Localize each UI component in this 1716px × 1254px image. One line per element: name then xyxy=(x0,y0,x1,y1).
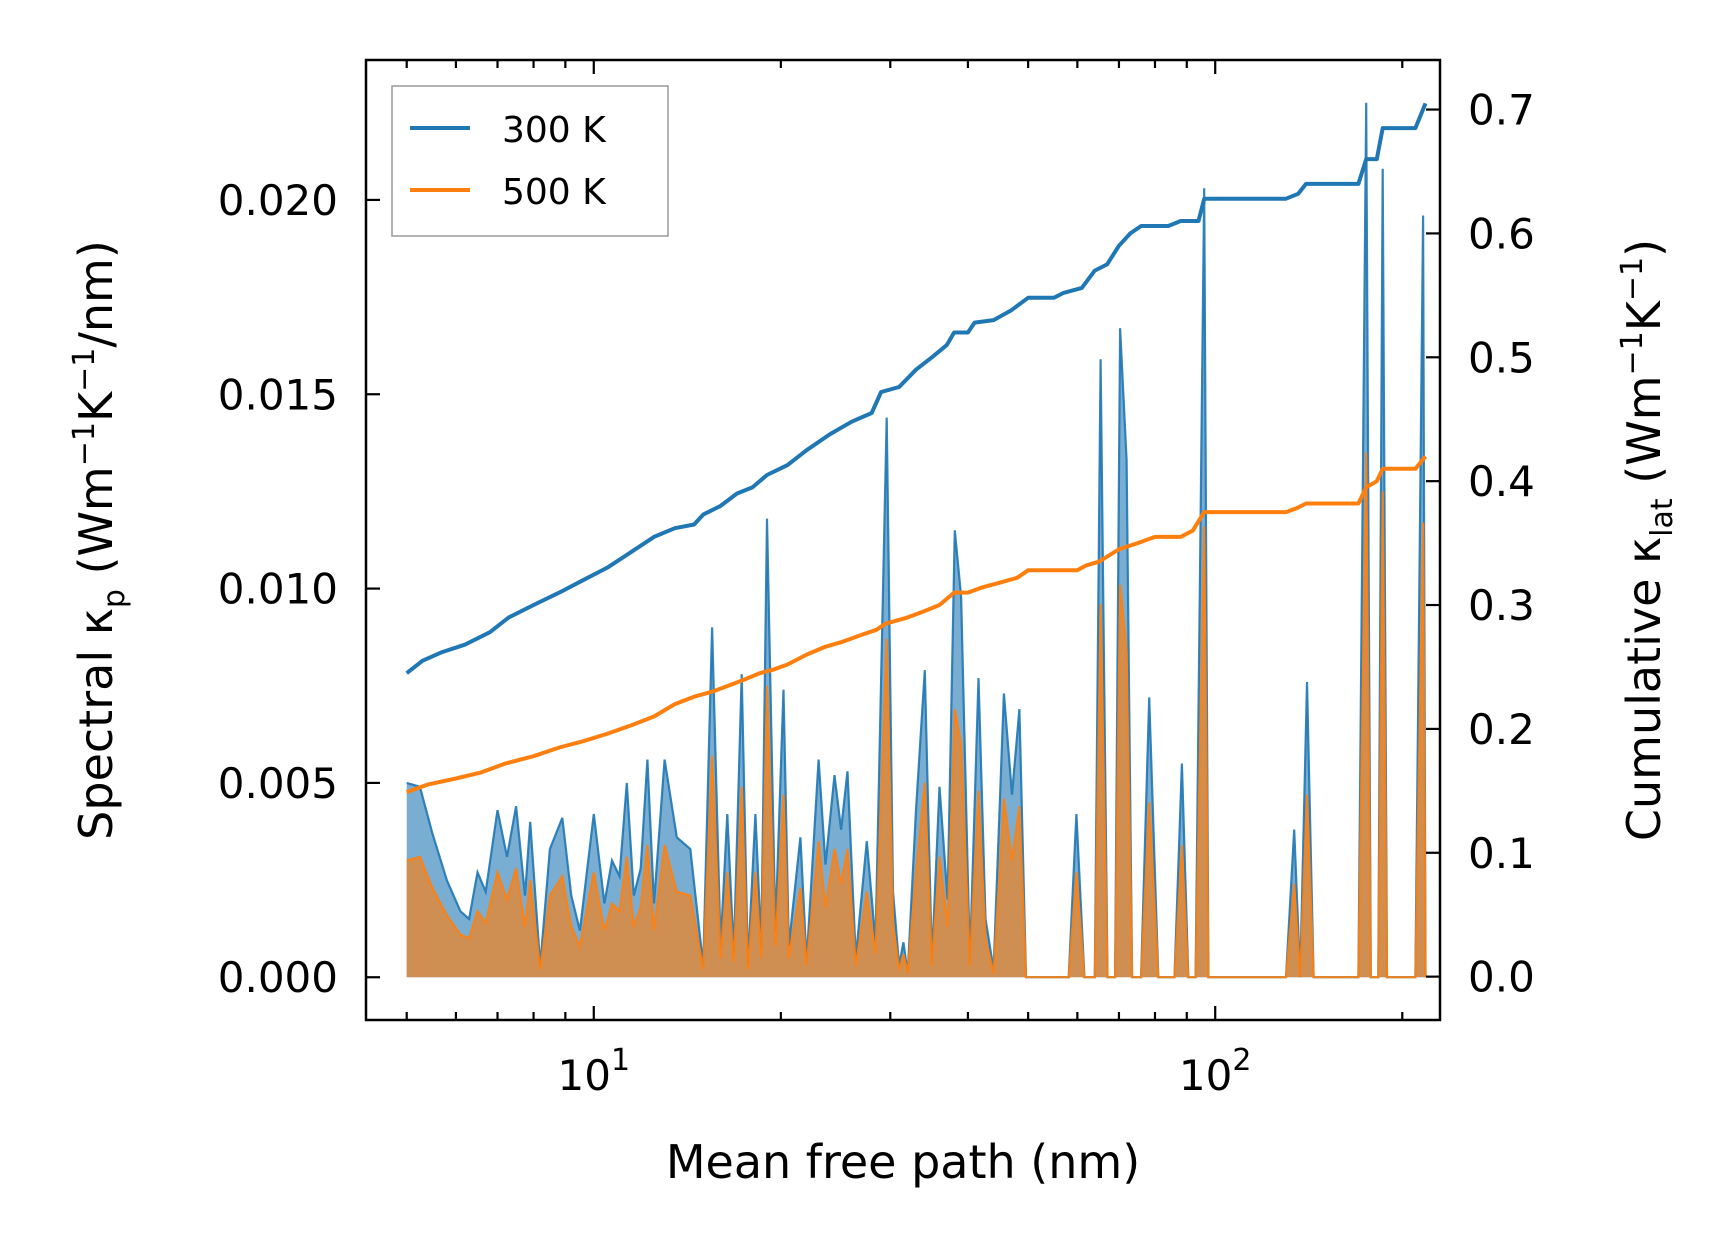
legend-label-500k: 500 K xyxy=(502,172,607,213)
y-right-tick-label-0.5: 0.5 xyxy=(1468,333,1535,382)
axis-ticks: 101 102 0.000 0.005 0.010 0.015 0.020 0.0 0.1 0.2… xyxy=(218,60,1535,1100)
legend: 300 K 500 K xyxy=(391,85,669,237)
y-left-tick-label-0.020: 0.020 xyxy=(218,176,338,225)
x-tick-label-10: 101 xyxy=(558,1043,631,1100)
y-right-label-sup1: −1 xyxy=(1615,331,1650,375)
y-right-label-unit-close: ) xyxy=(1617,239,1671,257)
y-right-label-prefix: Cumulative κ xyxy=(1617,537,1671,841)
y-left-tick-label-0.015: 0.015 xyxy=(218,370,338,419)
y-left-label-unit-open: (Wm xyxy=(69,466,123,589)
plot-area xyxy=(405,102,1428,979)
cumulative-line-300k xyxy=(405,102,1428,675)
plot-frame xyxy=(364,58,1442,1022)
y-left-label-unit-close: /nm) xyxy=(69,240,123,347)
y-right-tick-label-0.0: 0.0 xyxy=(1468,953,1535,1002)
y-left-label-sup1: −1 xyxy=(67,422,102,466)
legend-box xyxy=(391,85,669,237)
y-right-tick-label-0.4: 0.4 xyxy=(1468,457,1535,506)
cumulative-line-500k xyxy=(406,455,1428,794)
spectral-line-500k xyxy=(406,452,1427,979)
spectral-line-300k xyxy=(406,102,1427,979)
y-right-label-unit-open: (Wm xyxy=(1617,375,1671,498)
y-left-tick-label-0.000: 0.000 xyxy=(218,953,338,1002)
y-right-tick-label-0.3: 0.3 xyxy=(1468,581,1535,630)
spectral-area-300k xyxy=(406,102,1426,978)
y-right-tick-label-0.6: 0.6 xyxy=(1468,209,1535,258)
legend-label-300k: 300 K xyxy=(502,110,607,151)
x-tick-label-100: 102 xyxy=(1179,1043,1252,1100)
y-left-label-sup2: −1 xyxy=(67,348,102,392)
y-right-tick-label-0.1: 0.1 xyxy=(1468,829,1535,878)
y-right-tick-label-0.7: 0.7 xyxy=(1468,86,1535,135)
y-right-tick-label-0.2: 0.2 xyxy=(1468,705,1535,754)
y-right-label-sub: lat xyxy=(1645,498,1680,537)
x-axis-label: Mean free path (nm) xyxy=(666,1135,1140,1189)
y-axis-right-label: Cumulative κlat (Wm−1K−1) xyxy=(1615,239,1680,841)
y-right-label-sup2: −1 xyxy=(1615,257,1650,301)
y-left-label-unit-mid: K xyxy=(69,390,123,422)
y-left-tick-label-0.005: 0.005 xyxy=(218,759,338,808)
y-left-label-prefix: Spectral κ xyxy=(69,608,123,840)
y-right-label-unit-mid: K xyxy=(1617,299,1671,331)
y-left-label-sub: p xyxy=(97,589,132,608)
y-left-tick-label-0.010: 0.010 xyxy=(218,565,338,614)
y-axis-left-label: Spectral κp (Wm−1K−1/nm) xyxy=(67,240,132,840)
